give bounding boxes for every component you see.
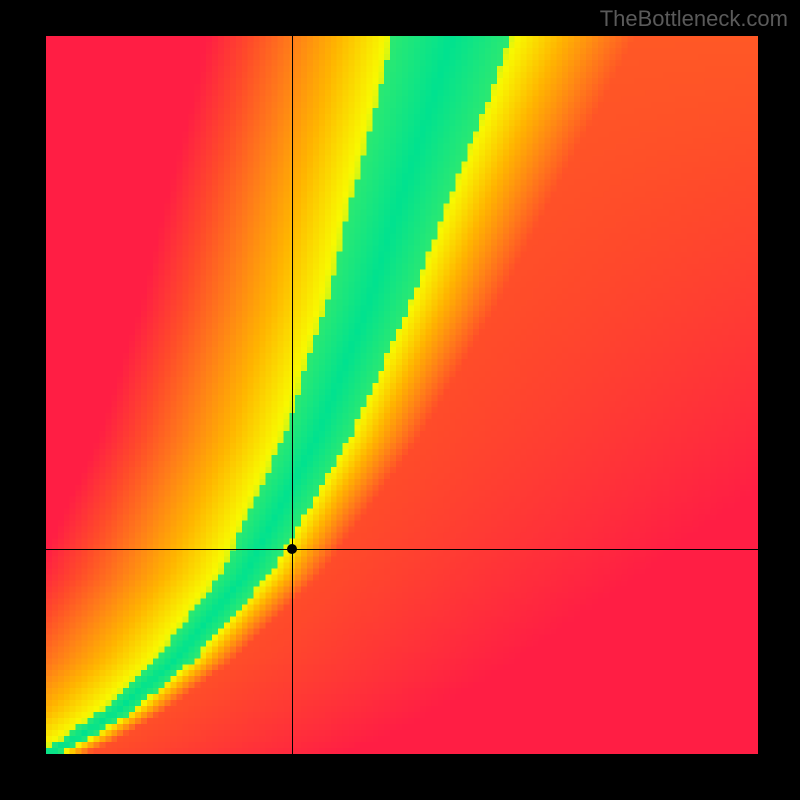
watermark-text: TheBottleneck.com: [600, 6, 788, 32]
heatmap-plot: [46, 36, 758, 754]
heatmap-canvas: [46, 36, 758, 754]
